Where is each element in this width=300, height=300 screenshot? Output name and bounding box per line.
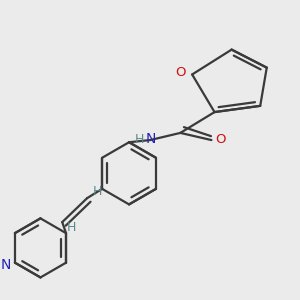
Text: H: H [67,221,76,234]
Text: H: H [92,185,102,198]
Text: N: N [146,132,156,146]
Text: O: O [175,66,186,80]
Text: O: O [215,133,225,146]
Text: N: N [1,258,11,272]
Text: H: H [135,133,144,146]
